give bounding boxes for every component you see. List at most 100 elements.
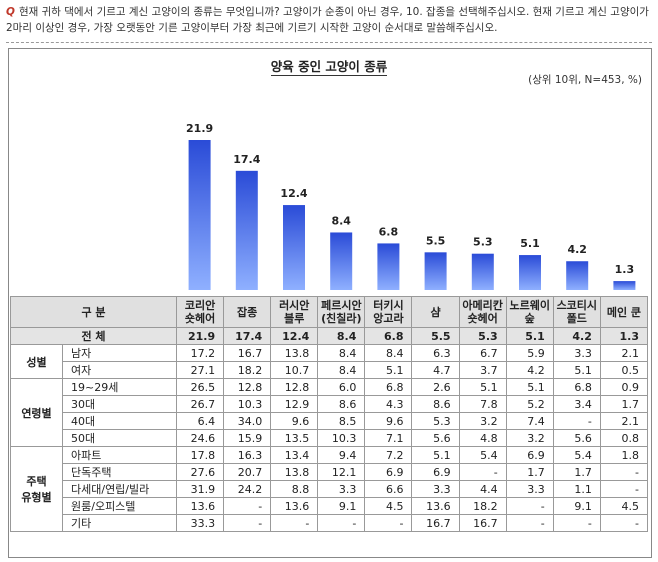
column-header-line: 메인 쿤 — [606, 305, 642, 319]
table-cell: 3.3 — [552, 344, 601, 362]
table-cell: 13.5 — [270, 429, 319, 447]
bar-value-label: 5.5 — [426, 234, 446, 247]
group-label: 성별 — [10, 344, 63, 379]
table-cell: 8.4 — [317, 344, 366, 362]
column-header-line: 코리안 — [184, 299, 216, 312]
row-label: 40대 — [61, 412, 178, 430]
group-label-line: 성별 — [26, 355, 47, 369]
column-header: 코리안 숏헤어 — [176, 296, 225, 328]
table-cell: 21.9 — [176, 327, 225, 345]
chart-frame — [8, 48, 652, 558]
table-cell: 13.6 — [270, 497, 319, 515]
bar-5 — [377, 243, 400, 290]
table-cell: 6.4 — [176, 412, 225, 430]
column-header-line: 잡종 — [237, 305, 258, 319]
column-header-line: 샴 — [430, 305, 441, 319]
column-header-line: 러시안 — [279, 299, 310, 312]
table-cell: 6.3 — [411, 344, 460, 362]
column-header: 터키시 앙고라 — [364, 296, 413, 328]
question-body: 현재 귀하 댁에서 기르고 계신 고양이의 종류는 무엇입니까? 고양이가 순종… — [6, 6, 649, 34]
chart-unit-note: (상위 10위, N=453, %) — [528, 74, 642, 86]
table-cell: 1.7 — [552, 463, 601, 481]
question-divider — [6, 42, 652, 43]
table-cell: 2.1 — [599, 344, 649, 362]
table-cell: 8.4 — [364, 344, 413, 362]
bar-chart: 21.9 17.4 12.4 8.4 6.8 5.5 5.3 5.1 4.2 1.3 — [186, 122, 636, 290]
bar-value-label: 8.4 — [331, 214, 351, 227]
row-label: 50대 — [61, 429, 178, 447]
table-cell: 7.8 — [458, 395, 507, 413]
table-cell: 0.9 — [599, 378, 649, 396]
table-cell: 31.9 — [176, 480, 225, 498]
table-cell: 5.1 — [505, 327, 554, 345]
table-cell: 1.7 — [599, 395, 649, 413]
table-cell: 8.4 — [317, 361, 366, 379]
bar-value-label: 12.4 — [280, 187, 307, 200]
table-cell: 8.6 — [411, 395, 460, 413]
row-label: 19~29세 — [61, 378, 178, 396]
table-cell: 16.3 — [223, 446, 272, 464]
table-cell: 1.3 — [599, 327, 649, 345]
bar-10 — [613, 281, 636, 290]
table-cell: 4.5 — [364, 497, 413, 515]
table-cell: 17.2 — [176, 344, 225, 362]
table-cell: 27.6 — [176, 463, 225, 481]
table-cell: 24.2 — [223, 480, 272, 498]
table-row: 50대 24.6 15.9 13.5 10.3 7.1 5.6 4.8 3.2 5.6 0.8 — [11, 429, 649, 447]
table-cell: - — [599, 480, 649, 498]
column-header: 러시안 블루 — [270, 296, 319, 328]
table-cell: 4.7 — [411, 361, 460, 379]
table-cell: 6.8 — [552, 378, 601, 396]
header-category-label: 구 분 — [9, 296, 178, 328]
row-label: 원룸/오피스텔 — [61, 497, 178, 515]
column-header-line: 앙고라 — [373, 312, 404, 325]
group-label-line: 주택 — [26, 475, 47, 488]
bar-value-label: 6.8 — [379, 225, 399, 238]
table-cell: 4.2 — [505, 361, 554, 379]
table-row: 주택 유형별 아파트 17.8 16.3 13.4 9.4 7.2 5.1 5.4 6.9 5.4 1.… — [10, 446, 649, 532]
table-cell: 10.7 — [270, 361, 319, 379]
table-cell: 26.5 — [176, 378, 225, 396]
bar-7 — [471, 253, 494, 290]
data-table: 구 분 코리안 숏헤어 잡종 러시안 블루 페르시안 (친칠라) 터키시 앙고라 샴 아메리칸 숏헤어 노… — [9, 296, 649, 532]
table-cell: 5.4 — [552, 446, 601, 464]
bar-4 — [330, 232, 353, 290]
table-cell: 5.1 — [364, 361, 413, 379]
table-cell: 2.6 — [411, 378, 460, 396]
bar-9 — [566, 261, 589, 290]
table-cell: 4.8 — [458, 429, 507, 447]
column-header: 메인 쿤 — [599, 296, 649, 328]
table-cell: 5.6 — [411, 429, 460, 447]
table-cell: - — [364, 514, 413, 532]
row-label: 단독주택 — [61, 463, 178, 481]
bar-value-label: 21.9 — [186, 122, 213, 135]
table-cell: 16.7 — [223, 344, 272, 362]
table-cell: 7.4 — [505, 412, 554, 430]
column-header-line: 노르웨이 — [509, 299, 550, 312]
column-header: 샴 — [411, 296, 460, 328]
bar-1 — [188, 140, 211, 290]
column-header-line: 숏헤어 — [467, 312, 498, 325]
table-cell: - — [599, 463, 649, 481]
bar-value-label: 5.1 — [520, 237, 540, 250]
table-row: 연령별 19~29세 26.5 12.8 12.8 6.0 6.8 2.6 5.1 5.1 6.8 0… — [10, 378, 649, 447]
table-cell: 5.1 — [458, 378, 507, 396]
column-header-line: 블루 — [284, 312, 305, 325]
table-cell: 24.6 — [176, 429, 225, 447]
column-header: 잡종 — [223, 296, 272, 328]
column-header-line: 아메리칸 — [462, 299, 503, 312]
table-cell: 8.6 — [317, 395, 366, 413]
column-header-line: 페르시안 — [321, 299, 362, 312]
column-header-line: 터키시 — [373, 299, 404, 312]
table-cell: 17.8 — [176, 446, 225, 464]
table-cell: 13.4 — [270, 446, 319, 464]
table-row: 40대 6.4 34.0 9.6 8.5 9.6 5.3 3.2 7.4-2.1 — [11, 412, 649, 430]
table-cell: 3.4 — [552, 395, 601, 413]
table-cell: 0.8 — [599, 429, 649, 447]
table-cell: 9.1 — [317, 497, 366, 515]
table-cell: 33.3 — [176, 514, 225, 532]
table-row: 기타 33.3- - - -16.7 16.7- - - — [11, 514, 649, 532]
table-cell: 3.3 — [505, 480, 554, 498]
bar-value-label: 5.3 — [473, 236, 493, 249]
table-row: 다세대/연립/빌라 31.9 24.2 8.8 3.3 6.6 3.3 4.4 3.3 1.1- — [11, 480, 649, 498]
